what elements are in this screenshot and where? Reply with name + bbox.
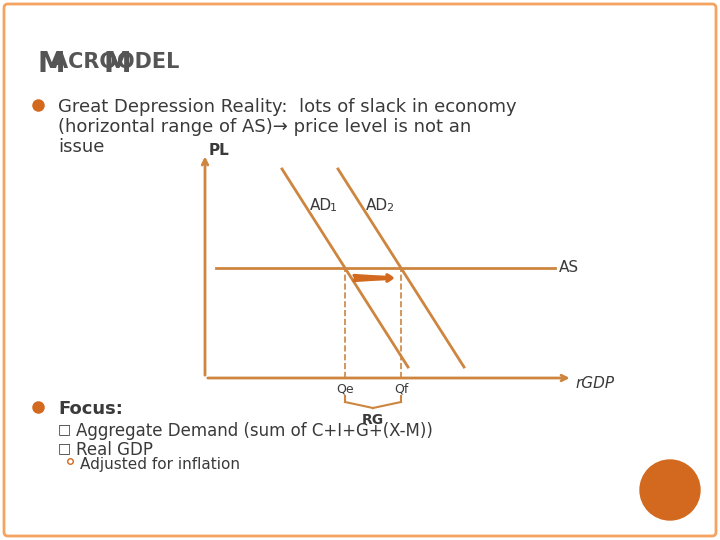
Text: Focus:: Focus: xyxy=(58,400,123,418)
Text: AD: AD xyxy=(310,198,332,213)
Text: Aggregate Demand (sum of C+I+G+(X-M)): Aggregate Demand (sum of C+I+G+(X-M)) xyxy=(76,422,433,440)
Text: issue: issue xyxy=(58,138,104,156)
Text: (horizontal range of AS)→ price level is not an: (horizontal range of AS)→ price level is… xyxy=(58,118,472,136)
Text: Qf: Qf xyxy=(394,383,408,396)
Text: □: □ xyxy=(58,441,71,455)
Text: PL: PL xyxy=(209,143,230,158)
Circle shape xyxy=(640,460,700,520)
Text: Adjusted for inflation: Adjusted for inflation xyxy=(80,457,240,472)
Text: Qe: Qe xyxy=(336,383,354,396)
Text: ODEL: ODEL xyxy=(117,52,179,72)
Text: rGDP: rGDP xyxy=(575,376,615,391)
Text: ACRO: ACRO xyxy=(52,52,125,72)
Text: AS: AS xyxy=(559,260,579,275)
Text: Real GDP: Real GDP xyxy=(76,441,153,459)
Text: RG: RG xyxy=(362,413,384,427)
Text: 2: 2 xyxy=(386,202,393,213)
Text: M: M xyxy=(38,50,66,78)
Text: M: M xyxy=(103,50,130,78)
Text: AD: AD xyxy=(366,198,388,213)
Text: Great Depression Reality:  lots of slack in economy: Great Depression Reality: lots of slack … xyxy=(58,98,517,116)
Text: 1: 1 xyxy=(330,202,337,213)
Text: □: □ xyxy=(58,422,71,436)
